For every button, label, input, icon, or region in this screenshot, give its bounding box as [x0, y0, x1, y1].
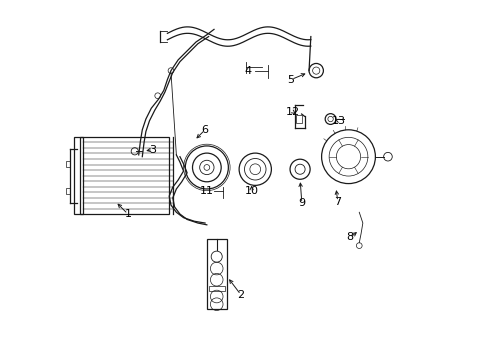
Text: 9: 9 [298, 198, 305, 208]
Text: 2: 2 [237, 290, 244, 300]
Bar [66, 188, 70, 194]
Text: 3: 3 [149, 144, 156, 154]
Bar [208, 285, 224, 291]
Bar [80, 137, 168, 214]
Text: 5: 5 [287, 75, 294, 85]
Text: 8: 8 [346, 232, 353, 242]
Text: 1: 1 [124, 209, 131, 219]
Text: 6: 6 [201, 125, 208, 135]
Bar [66, 161, 70, 167]
Text: 7: 7 [333, 197, 341, 207]
Text: 4: 4 [244, 66, 251, 76]
Text: 12: 12 [285, 107, 299, 117]
Bar [206, 239, 226, 309]
Bar [74, 137, 83, 214]
Text: 10: 10 [244, 186, 258, 196]
Bar [296, 115, 302, 123]
Text: 13: 13 [331, 116, 345, 126]
Text: 11: 11 [200, 186, 213, 196]
